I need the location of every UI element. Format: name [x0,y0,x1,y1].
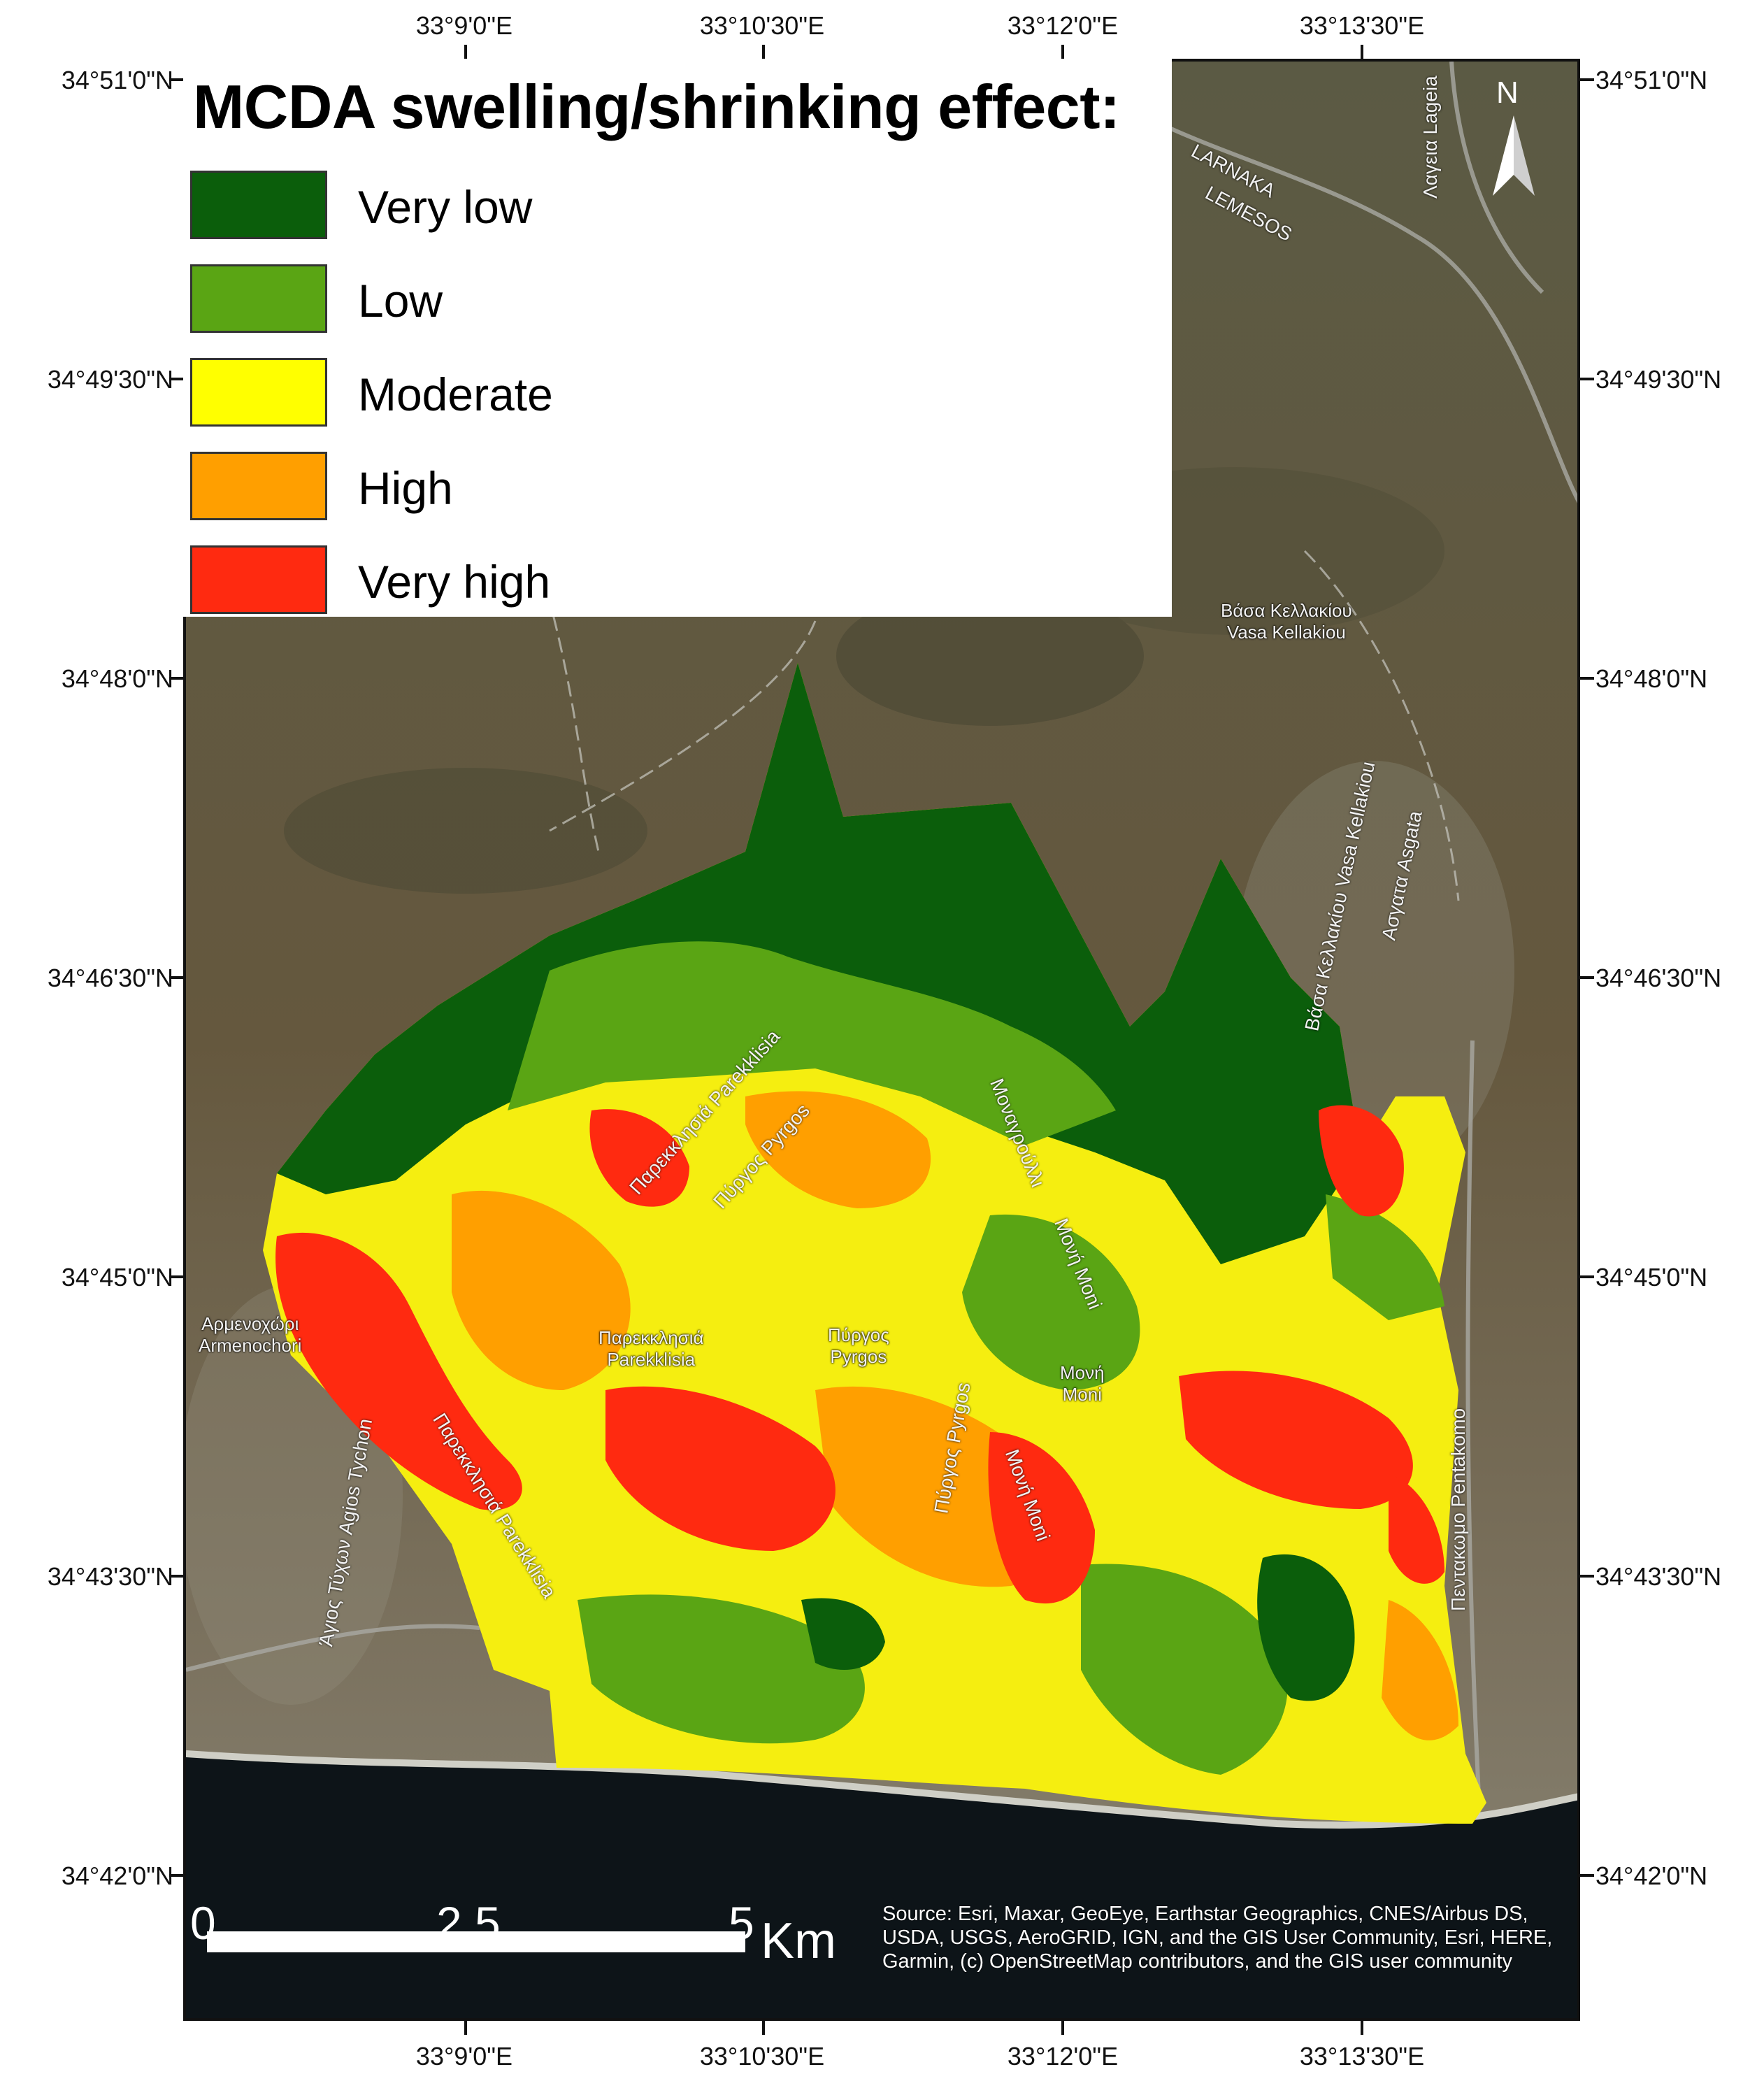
lat-label-right: 34°48'0"N [1596,664,1708,693]
graticule-tick [1361,45,1363,59]
scale-unit: Km [761,1913,836,1969]
graticule-tick [762,45,765,59]
north-arrow-icon [1493,115,1535,196]
lat-label-left: 34°46'30"N [47,964,173,992]
graticule-tick [1580,1575,1594,1578]
graticule-tick [464,45,467,59]
legend-label: Very low [358,181,533,233]
place-label-moni: Μονή Moni [1060,1362,1105,1405]
zone-very-low-southeast [1257,1554,1355,1701]
graticule-tick [169,1575,183,1578]
zone-low-central [962,1214,1140,1390]
place-label-parekklisia: Παρεκκλησιά Parekklisia [598,1327,704,1370]
lon-label-top: 33°13'30"E [1299,11,1425,40]
zone-low-southeast [1081,1564,1288,1775]
legend-item-high: High [190,452,1155,522]
place-label-vasa-kellakiou: Βάσα Κελλακίου Vasa Kellakiou [1221,600,1352,643]
graticule-tick [1580,378,1594,380]
zone-high-west [452,1190,631,1390]
legend: MCDA swelling/shrinking effect: Very low… [183,59,1172,617]
legend-swatch [190,264,327,333]
graticule-tick [1580,1275,1594,1278]
legend-item-moderate: Moderate [190,358,1155,428]
lat-label-left: 34°42'0"N [61,1861,173,1890]
legend-swatch [190,358,327,427]
lat-label-right: 34°42'0"N [1596,1861,1708,1890]
scale-bar [207,1931,745,1952]
lat-label-right: 34°43'30"N [1596,1562,1722,1591]
road-label: Πεντακωμο Pentakomo [1447,1408,1469,1611]
legend-item-very-low: Very low [190,171,1155,241]
graticule-tick [169,976,183,979]
lon-label-bottom: 33°13'30"E [1299,2042,1425,2071]
lat-label-right: 34°49'30"N [1596,365,1722,394]
legend-swatch [190,171,327,239]
legend-swatch [190,452,327,520]
graticule-tick [169,378,183,380]
place-label-pyrgos: Πύργος Pyrgos [828,1324,889,1367]
graticule-tick [1580,1874,1594,1877]
lon-label-bottom: 33°9'0"E [415,2042,513,2071]
zone-high-southeast [1382,1600,1458,1740]
graticule-tick [169,78,183,81]
lon-label-top: 33°10'30"E [699,11,825,40]
lat-label-left: 34°48'0"N [61,664,173,693]
mcda-raster [263,663,1486,1824]
graticule-tick [1061,45,1064,59]
road-label: Λαγεια Lageia [1419,76,1441,199]
legend-title: MCDA swelling/shrinking effect: [193,72,1120,141]
graticule-tick [464,2021,467,2035]
lat-label-right: 34°46'30"N [1596,964,1722,992]
lon-label-top: 33°12'0"E [1007,11,1119,40]
zone-very-high-west [275,1232,522,1510]
graticule-tick [762,2021,765,2035]
lat-label-right: 34°51'0"N [1596,66,1708,94]
lat-label-left: 34°51'0"N [61,66,173,94]
legend-item-very-high: Very high [190,545,1155,615]
graticule-tick [1580,976,1594,979]
zone-low-north [508,941,1116,1145]
zone-very-high-east [1179,1371,1413,1509]
graticule-tick [169,677,183,680]
zone-very-high-southeast [1389,1474,1444,1584]
north-label: N [1496,76,1519,110]
zone-very-high-northeast [1319,1105,1404,1217]
lat-label-left: 34°49'30"N [47,365,173,394]
place-label-armenochori: Αρμενοχώρι Armenochori [199,1313,302,1356]
roads [186,62,1577,1810]
zone-very-high-north [589,1109,689,1207]
lon-label-bottom: 33°10'30"E [699,2042,825,2071]
zone-low-east [1326,1194,1444,1320]
legend-label: Low [358,275,443,327]
graticule-tick [1061,2021,1064,2035]
graticule-tick [169,1874,183,1877]
lat-label-left: 34°45'0"N [61,1263,173,1292]
legend-item-low: Low [190,264,1155,334]
zone-very-high-center-east [988,1432,1095,1604]
legend-label: High [358,462,453,514]
zone-very-high-central [605,1386,836,1551]
lon-label-bottom: 33°12'0"E [1007,2042,1119,2071]
lat-label-right: 34°45'0"N [1596,1263,1708,1292]
graticule-tick [1580,78,1594,81]
graticule-tick [1580,677,1594,680]
zone-very-low-south [801,1598,885,1670]
graticule-tick [169,1275,183,1278]
zone-high-north [745,1091,931,1208]
lon-label-top: 33°9'0"E [415,11,513,40]
lat-label-left: 34°43'30"N [47,1562,173,1591]
legend-label: Very high [358,556,551,608]
legend-swatch [190,545,327,614]
graticule-tick [1361,2021,1363,2035]
zone-low-south [578,1594,865,1744]
legend-label: Moderate [358,369,553,420]
attribution: Source: Esri, Maxar, GeoEye, Earthstar G… [882,1903,1553,1973]
